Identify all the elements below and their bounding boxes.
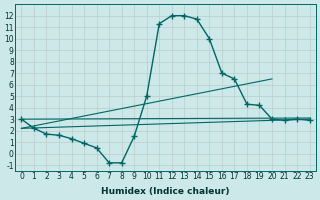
X-axis label: Humidex (Indice chaleur): Humidex (Indice chaleur) (101, 187, 230, 196)
